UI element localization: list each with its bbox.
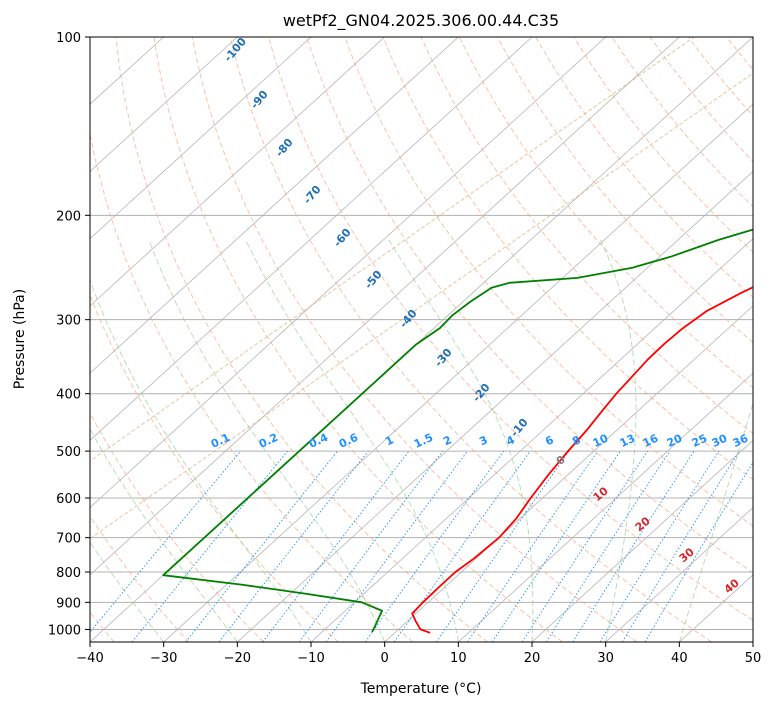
dry-adiabat-line — [90, 412, 264, 642]
dewpoint-profile-line — [162, 228, 753, 633]
moist-adiabat-line — [678, 401, 753, 642]
x-tick-label: 50 — [745, 651, 762, 666]
y-tick-label: 1000 — [48, 623, 81, 638]
moist-adiabat-line — [600, 239, 637, 642]
y-axis-label: Pressure (hPa) — [12, 289, 28, 389]
mixing-ratio-line — [599, 450, 720, 642]
moist-adiabat-line — [245, 239, 459, 642]
mixing-ratio-label: 16 — [641, 432, 661, 450]
isotherm-line — [90, 37, 238, 172]
moist-adiabat-line — [90, 278, 312, 642]
mixing-ratio-label: 30 — [710, 432, 730, 450]
y-tick-label: 100 — [56, 31, 81, 46]
dry-adiabat-line — [115, 37, 488, 642]
mixing-ratio-line — [521, 450, 649, 642]
dry-adiabat-line — [229, 37, 712, 642]
mixing-ratio-line — [393, 450, 531, 642]
y-tick-label: 500 — [56, 445, 81, 460]
isotherm-line — [90, 37, 680, 576]
x-axis-label: Temperature (°C) — [360, 681, 482, 697]
dry-adiabat-line — [344, 37, 753, 527]
y-tick-label: 400 — [56, 388, 81, 403]
isotherm-line — [531, 439, 753, 642]
x-tick-label: 0 — [381, 651, 389, 666]
mixing-ratio-label: 20 — [665, 432, 685, 450]
isotherm-line — [90, 37, 385, 307]
dry-adiabat-line — [497, 37, 753, 344]
isotherm-line — [90, 37, 533, 441]
mixing-ratio-line — [325, 450, 468, 642]
mixing-ratio-label: 13 — [618, 432, 637, 450]
profile-series — [162, 228, 753, 634]
mixing-ratio-line — [436, 450, 570, 642]
x-tick-label: 20 — [524, 651, 541, 666]
dry-adiabat-line — [268, 37, 753, 621]
mixing-ratio-line — [262, 450, 410, 642]
dry-adiabat-line — [535, 37, 753, 298]
isotherm-line — [237, 170, 753, 642]
moist-adiabat-line — [388, 239, 534, 642]
mixing-ratio-line — [364, 450, 505, 642]
mixing-ratio-line — [467, 450, 599, 642]
dry-adiabat-line — [191, 37, 638, 642]
y-tick-label: 300 — [56, 314, 81, 329]
y-tick-label: 600 — [56, 492, 81, 507]
plot-frame — [89, 36, 754, 643]
x-tick-label: −10 — [297, 651, 324, 666]
isotherm-line — [605, 507, 753, 642]
mixing-ratio-label: 36 — [731, 432, 751, 450]
chart-title: wetPf2_GN04.2025.306.00.44.C35 — [283, 11, 559, 31]
mixing-ratio-line — [644, 461, 753, 642]
isotherm-line — [458, 372, 753, 642]
mixing-ratio-line — [218, 450, 369, 642]
x-tick-label: −40 — [76, 651, 103, 666]
mixing-ratio-line — [491, 450, 621, 642]
moist-adiabat-line — [90, 428, 238, 642]
axis-ticks: −40 −30 −20 −10 0 10 20 30 40 50 1000 900 800 700 600 5… — [48, 31, 761, 666]
dry-adiabat-line — [153, 37, 563, 642]
mixing-ratio-label: 10 — [591, 432, 611, 450]
y-tick-label: 800 — [56, 566, 81, 581]
temperature-profile-line — [411, 286, 753, 634]
x-tick-label: −30 — [150, 651, 177, 666]
x-tick-label: 30 — [597, 651, 614, 666]
isotherm-line — [90, 37, 606, 509]
mixing-ratio-line — [572, 450, 695, 642]
y-tick-label: 200 — [56, 209, 81, 224]
isotherm-line — [90, 37, 312, 240]
background-lines — [90, 37, 753, 642]
isotherm-line — [163, 103, 753, 642]
x-tick-label: 40 — [671, 651, 688, 666]
x-tick-label: −20 — [224, 651, 251, 666]
y-tick-label: 900 — [56, 596, 81, 611]
dry-adiabat-line — [420, 37, 753, 435]
isotherm-line — [90, 37, 459, 374]
mixing-ratio-label: 25 — [690, 432, 709, 450]
x-tick-label: 10 — [450, 651, 467, 666]
moist-adiabat-line — [90, 541, 165, 642]
dry-adiabat-line — [306, 37, 753, 574]
mixing-ratio-line — [298, 450, 444, 642]
mixing-ratio-line — [622, 450, 740, 642]
mixing-ratio-line — [545, 450, 671, 642]
y-tick-label: 700 — [56, 532, 81, 547]
